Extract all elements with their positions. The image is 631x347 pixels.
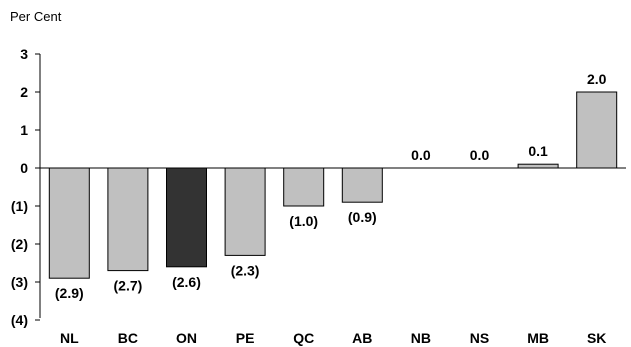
bar-mb — [517, 163, 559, 169]
y-axis-title: Per Cent — [10, 9, 62, 24]
y-tick-label: 3 — [20, 46, 28, 62]
category-label-qc: QC — [293, 330, 314, 346]
y-tick-label: 2 — [20, 84, 28, 100]
y-tick-label: (2) — [11, 236, 28, 252]
y-tick-label: 0 — [20, 160, 28, 176]
y-ticks: 3 2 1 0 (1) (2) (3) (4) — [11, 46, 40, 328]
data-label-nb: 0.0 — [411, 147, 431, 163]
category-label-ab: AB — [352, 330, 372, 346]
y-tick-label: 1 — [20, 122, 28, 138]
category-label-ns: NS — [470, 330, 489, 346]
category-label-bc: BC — [118, 330, 138, 346]
y-tick-label: (1) — [11, 198, 28, 214]
bar-qc — [283, 167, 325, 207]
bar-sk — [576, 91, 618, 169]
data-label-nl: (2.9) — [55, 285, 84, 301]
data-label-qc: (1.0) — [289, 213, 318, 229]
category-label-mb: MB — [527, 330, 549, 346]
category-label-nb: NB — [411, 330, 431, 346]
bars — [48, 91, 618, 279]
category-label-nl: NL — [60, 330, 79, 346]
bar-pe — [224, 167, 266, 256]
data-label-bc: (2.7) — [114, 278, 143, 294]
bar-bc — [107, 167, 149, 272]
category-label-sk: SK — [587, 330, 606, 346]
data-label-ab: (0.9) — [348, 209, 377, 225]
bar-on — [166, 167, 207, 268]
data-label-pe: (2.3) — [231, 262, 260, 278]
category-label-pe: PE — [236, 330, 255, 346]
data-label-on: (2.6) — [172, 274, 201, 290]
data-label-sk: 2.0 — [587, 71, 607, 87]
bar-ab — [341, 167, 383, 203]
category-labels: NL BC ON PE QC AB NB NS MB SK — [60, 330, 606, 346]
data-label-mb: 0.1 — [528, 143, 548, 159]
bar-nl — [48, 167, 90, 279]
y-tick-label: (3) — [11, 274, 28, 290]
data-label-ns: 0.0 — [470, 147, 490, 163]
data-labels: (2.9) (2.7) (2.6) (2.3) (1.0) (0.9) 0.0 0.0 0.1 2… — [55, 71, 607, 301]
y-tick-label: (4) — [11, 312, 28, 328]
category-label-on: ON — [176, 330, 197, 346]
